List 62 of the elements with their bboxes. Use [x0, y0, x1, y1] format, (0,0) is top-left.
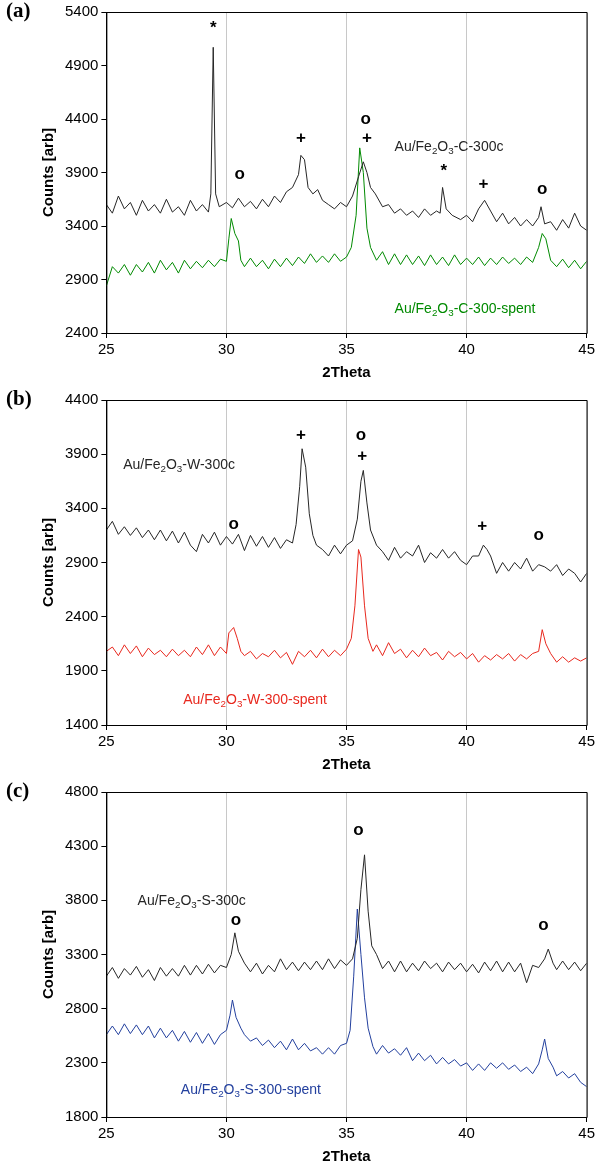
annotation: +: [361, 127, 372, 147]
y-tick-label: 3800: [64, 890, 99, 908]
y-axis-title: Counts [arb]: [39, 517, 57, 608]
y-tick-label: 3900: [64, 162, 99, 180]
x-tick-label: 45: [578, 732, 595, 750]
x-tick-label: 40: [458, 1124, 475, 1142]
y-tick-label: 1800: [64, 1107, 99, 1125]
y-tick-label: 5400: [64, 2, 99, 20]
annotation: o: [353, 819, 364, 839]
y-tick-label: 1400: [64, 715, 99, 733]
annotation: +: [477, 516, 488, 536]
y-tick-label: 4800: [64, 782, 99, 800]
annotation: o: [537, 179, 548, 199]
x-tick-label: 25: [98, 1124, 115, 1142]
x-tick-label: 30: [218, 732, 235, 750]
x-tick-label: 35: [338, 1124, 355, 1142]
y-tick-label: 3400: [64, 216, 99, 234]
x-axis-title: 2Theta: [322, 363, 372, 381]
x-tick-label: 40: [458, 340, 475, 358]
y-tick-label: 2300: [64, 1052, 99, 1070]
annotation: o: [228, 514, 239, 534]
x-axis-title: 2Theta: [322, 1147, 372, 1165]
y-axis-title: Counts [arb]: [39, 909, 57, 1000]
x-axis-title: 2Theta: [322, 755, 372, 773]
y-tick-label: 3400: [64, 498, 99, 516]
y-tick-label: 2400: [64, 323, 99, 341]
annotation: o: [538, 914, 549, 934]
y-tick-label: 2900: [64, 269, 99, 287]
x-tick-label: 45: [578, 340, 595, 358]
annotation: o: [230, 909, 242, 929]
y-tick-label: 4900: [64, 55, 99, 73]
y-tick-label: 2400: [64, 606, 99, 624]
annotation: *: [209, 17, 217, 37]
y-tick-label: 4400: [64, 390, 99, 408]
x-tick-label: 30: [218, 340, 235, 358]
y-tick-label: 4300: [64, 836, 99, 854]
y-axis-title: Counts [arb]: [39, 127, 57, 218]
chart-title: (c): [6, 778, 30, 803]
x-tick-label: 25: [98, 732, 115, 750]
annotation: o: [355, 425, 367, 445]
x-tick-label: 25: [98, 340, 115, 358]
x-tick-label: 35: [338, 340, 355, 358]
y-tick-label: 3300: [64, 944, 99, 962]
x-tick-label: 45: [578, 1124, 595, 1142]
y-tick-label: 1900: [64, 660, 99, 678]
chart-title: (b): [6, 386, 32, 411]
annotation: +: [295, 127, 306, 147]
annotation: o: [234, 164, 245, 184]
annotation: +: [357, 446, 368, 466]
x-tick-label: 40: [458, 732, 475, 750]
y-tick-label: 2800: [64, 998, 99, 1016]
annotation: o: [360, 108, 371, 128]
y-tick-label: 3900: [64, 444, 99, 462]
annotation: *: [440, 161, 448, 181]
y-tick-label: 4400: [64, 109, 99, 127]
annotation: o: [533, 525, 544, 545]
annotation: +: [478, 173, 489, 193]
x-tick-label: 30: [218, 1124, 235, 1142]
x-tick-label: 35: [338, 732, 355, 750]
annotation: +: [295, 425, 306, 445]
chart-title: (a): [6, 0, 31, 23]
y-tick-label: 2900: [64, 552, 99, 570]
